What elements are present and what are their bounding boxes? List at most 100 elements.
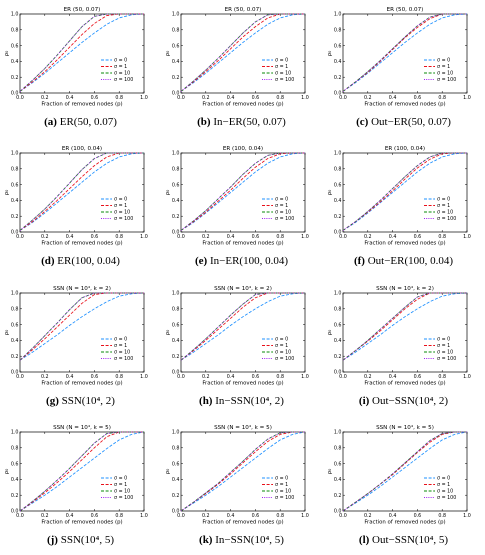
- y-tick-label: 0.2: [172, 214, 180, 220]
- panel-caption: (k) In−SSN(10⁴, 5): [161, 534, 322, 546]
- series-line: [19, 13, 145, 92]
- series-line: [180, 13, 306, 92]
- y-axis-label: ρ₀: [165, 190, 171, 196]
- y-tick-label: 1.0: [11, 12, 19, 18]
- x-tick-label: 0.6: [414, 95, 422, 101]
- y-tick-label: 0.0: [11, 370, 19, 376]
- y-tick-label: 0.6: [11, 43, 19, 49]
- x-tick-label: 0.2: [41, 374, 49, 380]
- panel-label: (h): [199, 395, 213, 407]
- chart-title: SSN (N = 10⁴, k = 2): [53, 285, 111, 292]
- x-tick-label: 0.2: [364, 513, 372, 519]
- series-line: [19, 152, 144, 231]
- legend-label: σ = 100: [114, 216, 133, 222]
- x-tick-label: 0.2: [202, 374, 210, 380]
- x-axis-label: Fraction of removed nodes (p): [41, 520, 122, 526]
- y-tick-label: 0.8: [11, 307, 19, 313]
- y-tick-label: 0.0: [172, 91, 180, 97]
- x-tick-label: 1.0: [301, 513, 309, 519]
- y-tick-label: 0.0: [172, 370, 180, 376]
- x-tick-label: 0.4: [227, 513, 235, 519]
- y-axis-label: ρ₀: [327, 51, 333, 57]
- legend-label: σ = 10: [114, 210, 130, 216]
- chart-panel: ER (100, 0.04) 0.0 0.2 0.4 0.6 0.8 1.0 0.0 0.2 0.…: [323, 139, 484, 276]
- panel-caption: (g) SSN(10⁴, 2): [0, 395, 161, 407]
- legend-label: σ = 0: [275, 58, 288, 64]
- series-line: [19, 152, 144, 231]
- legend-label: σ = 100: [275, 356, 294, 362]
- legend-label: σ = 1: [114, 343, 127, 349]
- panel-caption: (h) In−SSN(10⁴, 2): [161, 395, 322, 407]
- y-tick-label: 0.0: [172, 509, 180, 515]
- y-tick-label: 0.0: [11, 230, 19, 236]
- series-line: [180, 152, 305, 231]
- y-tick-label: 1.0: [334, 151, 342, 157]
- y-tick-label: 0.0: [334, 370, 342, 376]
- legend-label: σ = 100: [114, 356, 133, 362]
- series-line: [19, 152, 145, 231]
- series-line: [180, 13, 305, 92]
- legend-label: σ = 100: [437, 216, 456, 222]
- legend-label: σ = 10: [275, 489, 291, 495]
- legend-label: σ = 0: [437, 337, 450, 343]
- chart-svg: SSN (N = 10⁴, k = 5) 0.0 0.2 0.4 0.6 0.8 1.0 0.…: [4, 424, 148, 526]
- chart-title: SSN (N = 10⁴, k = 2): [214, 285, 272, 292]
- y-axis-label: ρ₀: [327, 190, 333, 196]
- chart-svg: ER (100, 0.04) 0.0 0.2 0.4 0.6 0.8 1.0 0.0 0.2 0.…: [327, 146, 471, 247]
- x-tick-label: 0.2: [202, 234, 210, 240]
- x-tick-label: 1.0: [463, 513, 471, 519]
- y-tick-label: 0.0: [11, 91, 19, 97]
- x-tick-label: 0.2: [41, 95, 49, 101]
- panel-caption: (b) In−ER(50, 0.07): [161, 116, 322, 128]
- x-tick-label: 0.4: [389, 234, 397, 240]
- x-tick-label: 0.8: [438, 513, 446, 519]
- x-tick-label: 0.0: [16, 374, 24, 380]
- legend-label: σ = 10: [114, 71, 130, 77]
- legend-label: σ = 100: [114, 77, 133, 83]
- plot-frame: [180, 152, 306, 233]
- x-tick-label: 0.8: [276, 234, 284, 240]
- x-tick-label: 0.0: [177, 374, 185, 380]
- legend-label: σ = 10: [437, 71, 453, 77]
- chart-title: ER (50, 0.07): [64, 7, 101, 13]
- legend-label: σ = 1: [275, 482, 288, 488]
- series-line: [342, 292, 468, 361]
- legend-label: σ = 0: [114, 476, 127, 482]
- plot-frame: [19, 292, 145, 373]
- y-tick-label: 0.6: [334, 461, 342, 467]
- y-axis-label: ρ₀: [165, 51, 171, 57]
- panel-label: (l): [358, 534, 370, 546]
- chart-panel: SSN (N = 10⁴, k = 2) 0.0 0.2 0.4 0.6 0.8 1.0 0.…: [323, 279, 484, 416]
- plot-frame: [180, 431, 306, 512]
- series-line: [180, 292, 305, 361]
- y-tick-label: 0.6: [334, 43, 342, 49]
- chart-panel: ER (50, 0.07) 0.0 0.2 0.4 0.6 0.8 1.0 0.0 0.2 0.4…: [0, 0, 161, 137]
- chart-panel: SSN (N = 10⁴, k = 2) 0.0 0.2 0.4 0.6 0.8 1.0 0.…: [0, 279, 161, 416]
- y-tick-label: 0.4: [172, 338, 180, 344]
- chart-title: ER (50, 0.07): [225, 7, 262, 13]
- x-tick-label: 1.0: [301, 95, 309, 101]
- series-line: [180, 152, 305, 231]
- x-tick-label: 0.8: [115, 374, 123, 380]
- x-tick-label: 1.0: [140, 374, 148, 380]
- y-tick-label: 0.2: [11, 493, 19, 499]
- legend-label: σ = 10: [437, 489, 453, 495]
- panel-caption: (f) Out−ER(100, 0.04): [323, 255, 484, 267]
- panel-caption: (a) ER(50, 0.07): [0, 116, 161, 128]
- panel-caption-text: Out−SSN(10⁴, 2): [372, 395, 449, 407]
- y-tick-label: 0.4: [334, 338, 342, 344]
- series-line: [19, 292, 144, 361]
- legend-label: σ = 10: [114, 350, 130, 356]
- legend-label: σ = 1: [275, 203, 288, 209]
- legend-label: σ = 0: [437, 197, 450, 203]
- series-line: [19, 431, 145, 512]
- panel-label: (f): [353, 255, 365, 267]
- y-tick-label: 1.0: [172, 291, 180, 297]
- chart-panel: SSN (N = 10⁴, k = 5) 0.0 0.2 0.4 0.6 0.8 1.0 0.…: [0, 418, 161, 555]
- y-tick-label: 0.2: [334, 354, 342, 360]
- x-axis-label: Fraction of removed nodes (p): [41, 381, 122, 387]
- panel-caption-text: In−SSN(10⁴, 5): [215, 534, 284, 546]
- series-line: [180, 13, 305, 92]
- y-tick-label: 0.2: [172, 75, 180, 81]
